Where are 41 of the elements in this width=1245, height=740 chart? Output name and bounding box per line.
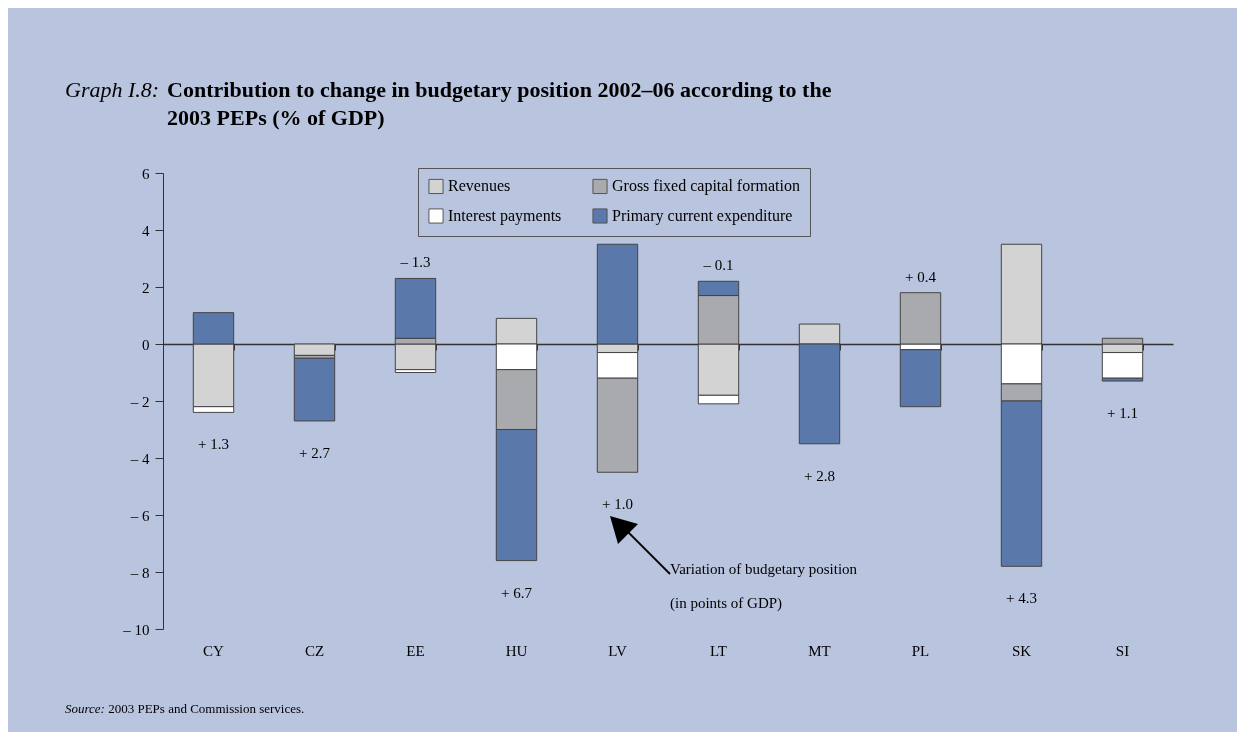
text: Variation of budgetary position (in points of GDP) <box>670 561 858 611</box>
annotation: – 1.3 <box>399 254 431 271</box>
x-tick-label: MT <box>808 642 831 659</box>
annotation: – 0.1 <box>702 257 734 274</box>
annotation: + 1.0 <box>602 496 633 513</box>
annotation: + 4.3 <box>1006 590 1037 607</box>
x-tick-label: PL <box>911 642 930 659</box>
chart-title: Graph I.8: Contribution to change in budgetary position 2002–06 according to the 2003 PEPs (% of GDP) <box>65 76 833 132</box>
x-tick-label: LT <box>710 642 727 659</box>
y-tick-label: – 8 <box>129 564 150 581</box>
y-tick-label: – 2 <box>129 393 150 410</box>
y-tick-label: 4 <box>142 222 150 239</box>
bar <box>293 357 336 422</box>
bar <box>899 349 942 408</box>
annotation: + 2.7 <box>299 444 331 461</box>
x-tick-label: HU <box>505 642 528 659</box>
y-tick-label: – 6 <box>129 507 150 524</box>
y-tick-label: 6 <box>142 165 150 182</box>
y-tick-label: 0 <box>142 336 150 353</box>
annotation: + 6.7 <box>501 584 533 601</box>
y-tick-label: – 10 <box>122 621 150 638</box>
annotation: + 2.8 <box>804 467 835 484</box>
bar <box>394 343 437 371</box>
x-tick-label: SK <box>1011 642 1032 659</box>
annotation: + 1.1 <box>1107 405 1138 422</box>
x-tick-label: CZ <box>304 642 325 659</box>
x-tick-label: CY <box>203 642 225 659</box>
annotation: + 1.3 <box>198 436 229 453</box>
x-tick-label: LV <box>608 642 627 659</box>
x-tick-label: SI <box>1115 642 1130 659</box>
x-tick-label: EE <box>406 642 425 659</box>
legend-label: Primary current expenditure <box>612 207 793 225</box>
bar <box>899 292 942 345</box>
bar <box>293 343 336 356</box>
legend-label: Interest payments <box>448 207 562 225</box>
annotation: + 0.4 <box>905 268 937 285</box>
legend-label: Revenues <box>448 177 511 195</box>
y-tick-label: 2 <box>142 279 150 296</box>
source-note: Source: 2003 PEPs and Commission services. <box>65 701 305 717</box>
y-tick-label: – 4 <box>129 450 150 467</box>
legend-label: Gross fixed capital formation <box>612 177 800 196</box>
